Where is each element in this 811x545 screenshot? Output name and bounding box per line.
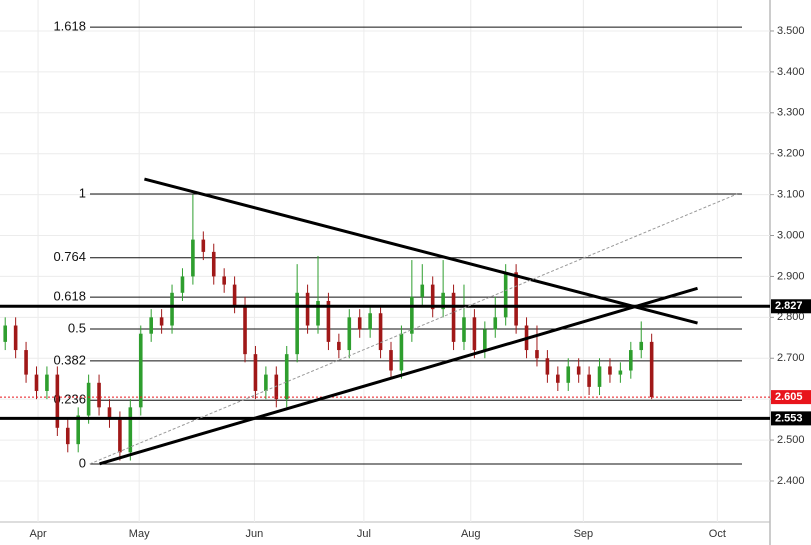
trendline: [144, 177, 698, 325]
candle-body: [493, 317, 498, 330]
candle-body: [410, 296, 414, 334]
candle-body: [420, 284, 425, 297]
candle-body: [76, 415, 80, 445]
candle-body: [649, 341, 654, 398]
y-tick-label: 3.200: [777, 148, 805, 160]
fib-label: 0.236: [53, 392, 86, 407]
candle-body: [13, 325, 18, 351]
y-tick-label: 3.300: [777, 107, 805, 119]
fib-label: 0.382: [53, 352, 86, 367]
candle-body: [462, 317, 466, 342]
y-tick-label: 2.700: [777, 352, 805, 364]
candle-body: [483, 329, 487, 351]
candle-body: [264, 374, 268, 391]
candle-body: [243, 305, 247, 355]
candle-body: [587, 374, 591, 387]
fib-label: 0.5: [68, 320, 86, 335]
candle-body: [107, 407, 112, 420]
candle-body: [535, 350, 539, 359]
candle-body: [639, 341, 644, 351]
candle-body: [65, 427, 70, 445]
candle-body: [618, 370, 623, 375]
candle-body: [118, 419, 122, 453]
x-tick-label: Sep: [574, 528, 594, 540]
candle-body: [514, 272, 518, 326]
candle-body: [274, 374, 279, 400]
candle-body: [211, 251, 216, 277]
y-tick-label: 3.100: [777, 189, 805, 201]
candle-body: [347, 317, 352, 351]
price-tag: [771, 299, 811, 314]
y-tick-label: 2.500: [777, 434, 805, 446]
candle-body: [138, 333, 143, 408]
fib-label: 0.764: [53, 249, 86, 264]
candle-body: [284, 354, 289, 400]
y-tick-label: 2.900: [777, 270, 805, 282]
candle-body: [389, 350, 393, 371]
candle-body: [337, 341, 341, 351]
candle-body: [253, 354, 258, 391]
x-tick-label: Apr: [29, 528, 46, 540]
candle-body: [232, 284, 237, 306]
candle-body: [597, 366, 602, 387]
candle-body: [576, 366, 581, 375]
candle-body: [545, 358, 550, 375]
fib-label: 1.618: [53, 19, 86, 34]
candle-body: [128, 407, 133, 453]
y-tick-label: 3.500: [777, 25, 805, 37]
candle-body: [629, 350, 633, 371]
trendline: [99, 286, 698, 466]
candle-body: [608, 366, 612, 375]
fib-label: 0.618: [53, 289, 86, 304]
candle-body: [472, 317, 477, 351]
candle-body: [170, 292, 174, 326]
candle-body: [430, 284, 435, 310]
candle-body: [357, 317, 362, 330]
y-tick-label: 2.800: [777, 311, 805, 323]
candle-body: [97, 382, 101, 408]
price-tag: [771, 411, 811, 426]
candle-body: [55, 374, 60, 428]
x-tick-label: Jun: [246, 528, 264, 540]
candle-body: [305, 292, 310, 326]
candle-body: [378, 313, 383, 351]
candle-body: [399, 333, 404, 371]
candle-body: [24, 350, 28, 375]
candle-body: [3, 325, 8, 342]
candle-body: [159, 317, 164, 326]
candle-body: [441, 292, 445, 310]
candle-body: [556, 374, 560, 383]
candle-body: [451, 292, 456, 342]
x-tick-label: May: [129, 528, 150, 540]
y-tick-label: 3.400: [777, 66, 805, 78]
y-tick-label: 2.400: [777, 475, 805, 487]
x-tick-label: Oct: [709, 528, 726, 540]
x-tick-label: Aug: [461, 528, 481, 540]
candle-body: [295, 292, 299, 355]
candle-body: [191, 239, 195, 277]
candle-body: [503, 272, 508, 318]
candle-body: [316, 300, 320, 326]
candle-body: [180, 276, 185, 293]
y-tick-label: 3.000: [777, 229, 805, 241]
x-tick-label: Jul: [357, 528, 371, 540]
price-tag-label: 2.605: [775, 391, 803, 403]
fib-label: 1: [79, 185, 86, 200]
plot-area: [0, 0, 770, 545]
candle-body: [34, 374, 39, 391]
candle-body: [222, 276, 226, 285]
price-tag-label: 2.553: [775, 412, 803, 424]
fib-label: 0: [79, 455, 86, 470]
candle-body: [149, 317, 153, 334]
candle-body: [45, 374, 49, 391]
price-tag: [771, 390, 811, 405]
price-tag-label: 2.827: [775, 300, 803, 312]
candle-body: [201, 239, 206, 252]
candle-body: [566, 366, 571, 383]
candle-body: [368, 313, 372, 330]
candle-body: [326, 300, 331, 342]
candle-body: [86, 382, 91, 416]
trendline: [89, 193, 738, 465]
